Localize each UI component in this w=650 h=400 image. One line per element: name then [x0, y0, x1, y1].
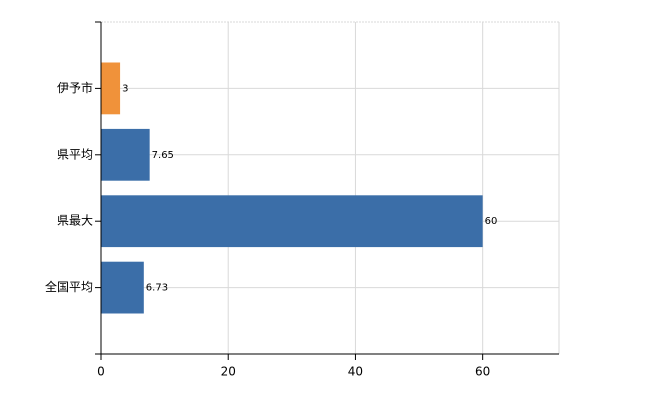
value-label: 7.65 — [152, 150, 174, 161]
value-label: 60 — [485, 216, 498, 227]
value-label: 6.73 — [146, 283, 168, 294]
bar — [101, 62, 121, 115]
bar — [101, 195, 483, 248]
y-tick-label: 全国平均 — [45, 279, 93, 294]
bar — [101, 261, 144, 314]
y-tick-label: 県平均 — [57, 147, 93, 161]
x-tick-label: 0 — [97, 365, 105, 379]
x-tick-label: 20 — [221, 365, 236, 379]
y-tick-label: 伊予市 — [57, 80, 93, 95]
x-tick-label: 60 — [475, 365, 490, 379]
bar — [101, 128, 150, 181]
value-label: 3 — [122, 83, 128, 94]
y-tick-label: 県最大 — [57, 214, 93, 228]
x-tick-label: 40 — [348, 365, 363, 379]
